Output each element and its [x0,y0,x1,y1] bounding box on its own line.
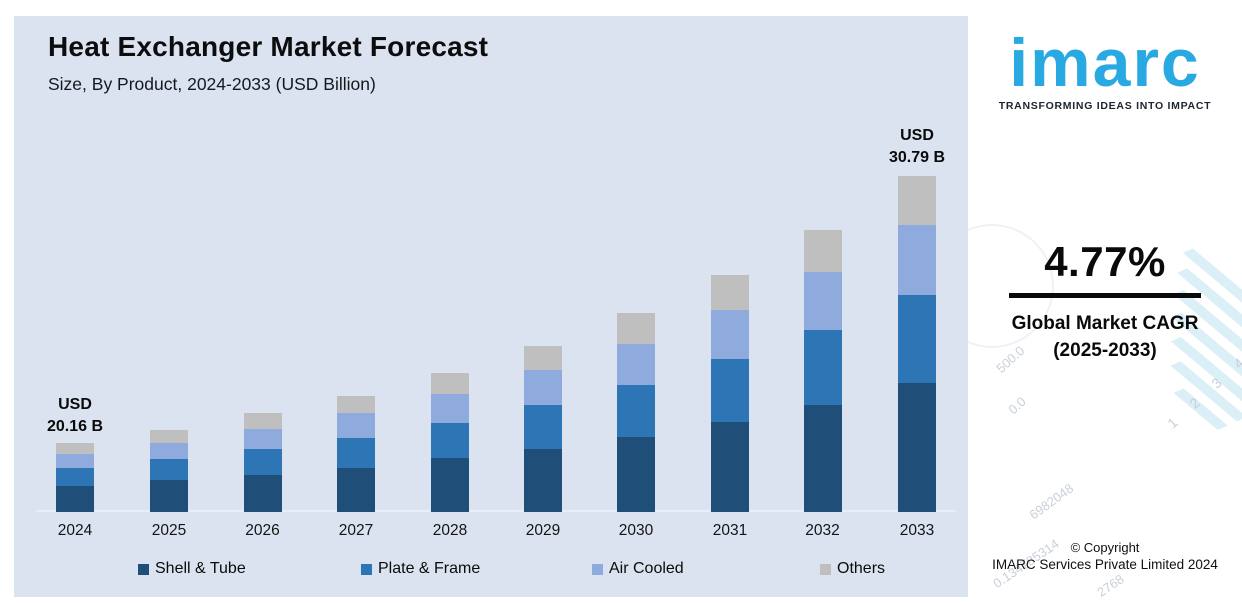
bar-2029-segment-plate-frame [524,405,562,449]
imarc-logo: imarc TRANSFORMING IDEAS INTO IMPACT [968,28,1242,112]
decor-watermark-number: 0.0 [1005,393,1029,418]
bar-2024-segment-air-cooled [56,454,94,468]
bar-2030-segment-others [617,313,655,344]
bar-2033-segment-plate-frame [898,295,936,383]
cagr-value: 4.77% [1044,238,1166,285]
bar-2026 [243,413,282,512]
bar-2031 [711,275,749,512]
legend-label: Plate & Frame [378,560,481,577]
x-tick-label-2029: 2029 [525,522,561,539]
bar-2033-segment-shell-tube [898,383,936,512]
bar-2027 [337,396,375,512]
copyright-block: © Copyright IMARC Services Private Limit… [968,540,1242,572]
x-tick-label-2030: 2030 [618,522,654,539]
bar-2026-segment-shell-tube [243,475,282,512]
legend-swatch-icon [820,563,831,575]
x-tick-label-2025: 2025 [151,522,187,539]
bar-2024 [56,443,94,512]
bar-2028 [431,373,469,512]
bar-2027-segment-plate-frame [337,438,375,468]
bar-2033 [898,176,936,512]
bar-2033-segment-air-cooled [898,225,936,295]
bar-2030-segment-air-cooled [617,344,655,385]
bar-2024-segment-plate-frame [56,468,94,486]
decor-watermark-number: 2768 [1094,571,1127,600]
legend-swatch-icon [592,563,603,575]
bar-2027-segment-air-cooled [337,413,375,438]
bar-2026-segment-others [243,413,282,429]
value-label-2024: USD 20.16 B [15,394,135,438]
bar-2032 [803,230,842,512]
bar-2025-segment-shell-tube [150,480,188,512]
bar-2032-segment-shell-tube [803,405,842,512]
legend-item-shell-tube: Shell & Tube [138,560,246,578]
x-tick-label-2028: 2028 [432,522,468,539]
bar-2024-segment-others [56,443,94,454]
cagr-label-line1: Global Market CAGR [1011,313,1199,334]
legend-item-others: Others [820,560,885,578]
bar-2025-segment-others [150,430,188,443]
bar-2031-segment-air-cooled [711,310,749,359]
x-tick-label-2032: 2032 [805,522,840,539]
page-subtitle: Size, By Product, 2024-2033 (USD Billion… [48,74,376,94]
bar-2031-segment-others [711,275,749,310]
legend-label: Air Cooled [609,560,684,577]
bar-2030-segment-shell-tube [617,437,655,512]
x-tick-label-2026: 2026 [245,522,280,539]
x-tick-label-2027: 2027 [338,522,374,539]
page-title: Heat Exchanger Market Forecast [48,31,489,62]
bar-2029-segment-others [524,346,562,370]
copyright-line1: © Copyright [1070,540,1140,555]
bar-2028-segment-others [431,373,469,394]
value-label-2033: USD 30.79 B [857,125,977,169]
value-label-2024-line2: 20.16 B [46,418,104,435]
bar-2031-segment-plate-frame [711,359,749,422]
bar-2024-segment-shell-tube [56,486,94,512]
copyright-line2: IMARC Services Private Limited 2024 [992,557,1218,572]
chart-panel: Heat Exchanger Market Forecast Size, By … [14,16,968,597]
cagr-underline [1009,293,1201,298]
bar-2029-segment-shell-tube [524,449,562,512]
value-label-2024-line1: USD [58,396,92,413]
chart-plot: USD 20.16 B USD 30.79 B 2024 2025 2026 2027… [14,16,968,597]
bar-2028-segment-air-cooled [431,394,469,423]
bar-2025-segment-air-cooled [150,443,188,459]
bar-2031-segment-shell-tube [711,422,749,512]
bar-2030-segment-plate-frame [617,385,655,437]
x-tick-label-2024: 2024 [57,522,93,539]
bar-2025 [150,430,188,512]
bar-2027-segment-others [337,396,375,413]
value-label-2033-line2: 30.79 B [888,149,946,166]
bar-2032-segment-plate-frame [803,330,842,405]
bar-2029 [524,346,562,512]
legend-item-plate-frame: Plate & Frame [361,560,480,578]
x-tick-label-2031: 2031 [712,522,748,539]
bar-2033-segment-others [898,176,936,225]
bar-2032-segment-others [803,230,842,272]
legend-label: Others [837,560,886,577]
cagr-label-line2: (2025-2033) [1053,340,1157,361]
brand-rail: 500.0 0.0 1 2 3 4 6982048 0.134785314 27… [968,0,1242,603]
x-tick-label-2033: 2033 [899,522,935,539]
legend-swatch-icon [138,563,149,575]
legend-swatch-icon [361,563,372,575]
bar-2029-segment-air-cooled [524,370,562,405]
imarc-tagline: TRANSFORMING IDEAS INTO IMPACT [998,100,1212,112]
legend-label: Shell & Tube [155,560,246,577]
x-axis-line [36,510,956,512]
value-label-2033-line1: USD [900,127,934,144]
bar-2032-segment-air-cooled [803,272,842,330]
bar-2027-segment-shell-tube [337,468,375,512]
legend-item-air-cooled: Air Cooled [592,560,684,578]
bar-2026-segment-plate-frame [243,449,282,475]
decor-watermark-number: 6982048 [1026,480,1077,523]
bar-2028-segment-shell-tube [431,458,469,512]
bar-2030 [617,313,655,512]
bar-2026-segment-air-cooled [243,429,282,449]
bar-2025-segment-plate-frame [150,459,188,480]
cagr-block: 4.77% Global Market CAGR (2025-2033) [968,238,1242,364]
imarc-logo-text: imarc [1009,25,1201,101]
bar-2028-segment-plate-frame [431,423,469,458]
